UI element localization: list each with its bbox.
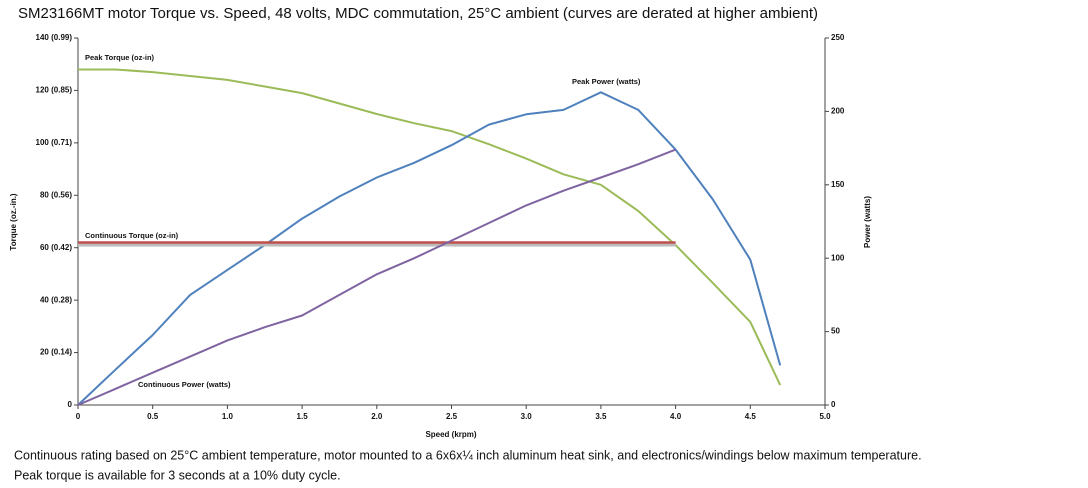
series-label: Continuous Torque (oz-in): [85, 231, 179, 240]
y-tick-label: 40 (0.28): [40, 295, 72, 304]
x-tick-label: 4.0: [670, 412, 682, 421]
series-line: [78, 68, 782, 386]
x-tick-label: 3.0: [521, 412, 533, 421]
y-tick-label: 140 (0.99): [36, 33, 73, 42]
x-tick-label: 3.5: [595, 412, 607, 421]
series-label: Continuous Power (watts): [138, 380, 231, 389]
footnote: Continuous rating based on 25°C ambient …: [14, 448, 922, 462]
y2-tick-label: 200: [831, 107, 845, 116]
x-tick-label: 5.0: [819, 412, 831, 421]
y2-tick-label: 150: [831, 180, 845, 189]
y2-tick-label: 100: [831, 253, 845, 262]
x-axis-label: Speed (krpm): [425, 430, 476, 439]
series-line: [77, 148, 676, 406]
y-tick-label: 100 (0.71): [36, 138, 73, 147]
x-tick-label: 2.5: [446, 412, 458, 421]
footnote: Peak torque is available for 3 seconds a…: [14, 468, 341, 482]
y-tick-label: 20 (0.14): [40, 348, 72, 357]
x-tick-label: 1.0: [222, 412, 234, 421]
series-label: Peak Power (watts): [572, 77, 641, 86]
y-axis-label: Torque (oz.-in.): [9, 193, 18, 251]
series-line: [77, 91, 782, 406]
y-tick-label: 80 (0.56): [40, 190, 72, 199]
series-label: Peak Torque (oz-in): [85, 53, 155, 62]
x-tick-label: 2.0: [371, 412, 383, 421]
y-tick-label: 60 (0.42): [40, 243, 72, 252]
x-tick-label: 4.5: [745, 412, 757, 421]
y2-tick-label: 50: [831, 327, 840, 336]
x-tick-label: 0.5: [147, 412, 159, 421]
y2-tick-label: 250: [831, 33, 845, 42]
x-tick-label: 0: [76, 412, 81, 421]
y2-tick-label: 0: [831, 400, 836, 409]
y-tick-label: 0: [68, 400, 73, 409]
chart-title: SM23166MT motor Torque vs. Speed, 48 vol…: [18, 5, 818, 22]
x-tick-label: 1.5: [297, 412, 309, 421]
y-tick-label: 120 (0.85): [36, 86, 73, 95]
y2-axis-label: Power (watts): [863, 196, 872, 248]
